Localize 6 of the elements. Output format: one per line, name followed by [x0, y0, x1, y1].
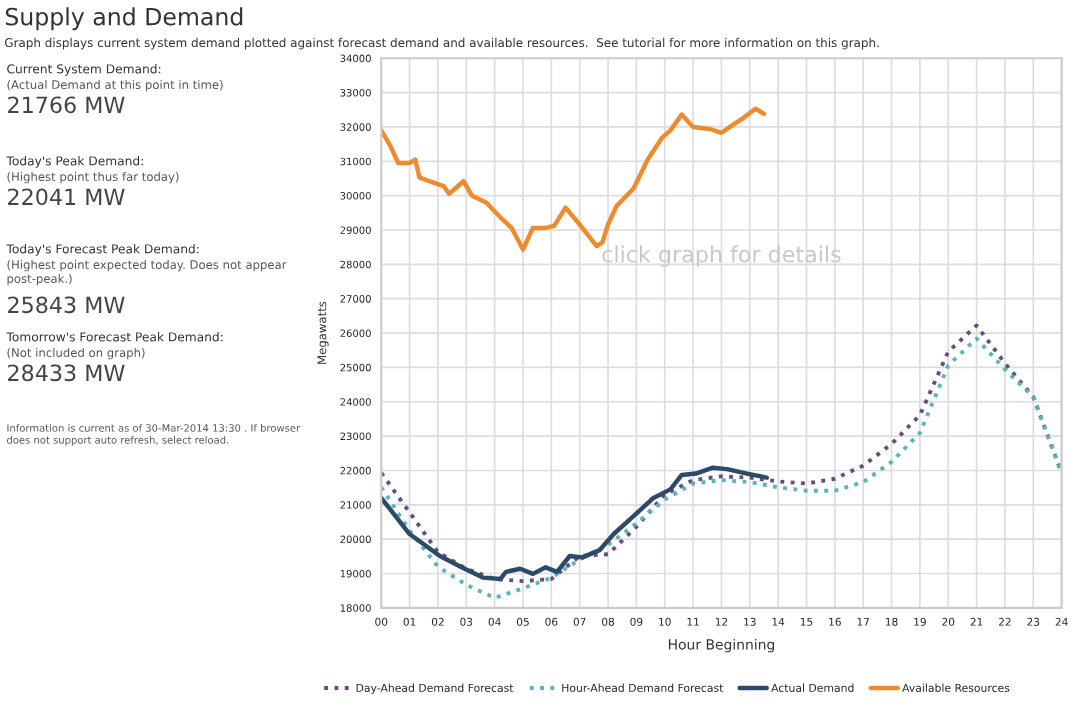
text: 25843 MW	[8, 296, 125, 314]
text: 21766 MW	[8, 96, 125, 114]
text: 28433 MW	[8, 364, 125, 382]
text: Supply and Demand	[5, 7, 243, 31]
line-series	[381, 465, 770, 582]
text: 22041 MW	[8, 188, 125, 206]
